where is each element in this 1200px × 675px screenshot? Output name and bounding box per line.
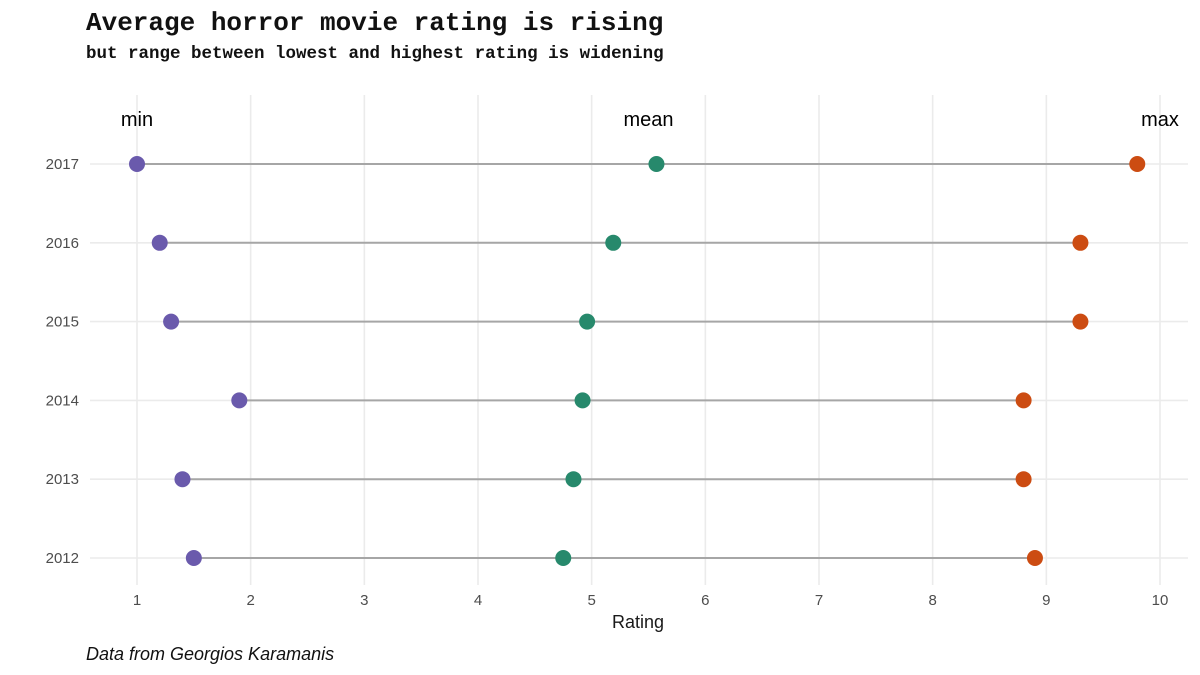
y-tick-label-2014: 2014: [46, 392, 79, 409]
x-tick-label-1: 1: [133, 592, 141, 609]
min-point-2017: [129, 156, 145, 172]
max-point-2014: [1015, 392, 1032, 409]
max-point-2016: [1072, 234, 1089, 251]
max-point-2015: [1072, 313, 1089, 330]
mean-point-2017: [648, 156, 665, 172]
max-point-2012: [1026, 550, 1043, 566]
min-point-2013: [174, 471, 191, 488]
min-point-2015: [163, 313, 180, 330]
mean-point-2015: [579, 313, 596, 330]
y-tick-label-2016: 2016: [46, 235, 79, 252]
x-tick-label-7: 7: [815, 592, 823, 609]
mean-point-2016: [605, 234, 622, 251]
mean-point-2014: [574, 392, 591, 409]
x-tick-label-8: 8: [928, 592, 936, 609]
max-point-2013: [1015, 471, 1032, 488]
y-tick-label-2015: 2015: [46, 314, 79, 331]
y-tick-label-2017: 2017: [46, 156, 79, 173]
min-point-2014: [231, 392, 248, 409]
x-axis-title: Rating: [612, 612, 664, 632]
x-tick-label-9: 9: [1042, 592, 1050, 609]
x-tick-label-4: 4: [474, 592, 482, 609]
grid-layer: [90, 95, 1188, 585]
x-tick-label-10: 10: [1152, 592, 1169, 609]
column-label-max: max: [1141, 109, 1179, 131]
min-point-2012: [185, 550, 202, 566]
mean-point-2012: [555, 550, 572, 566]
point-layer: [129, 156, 1146, 566]
x-tick-label-5: 5: [587, 592, 595, 609]
column-label-min: min: [121, 109, 153, 131]
y-tick-label-2013: 2013: [46, 471, 79, 488]
max-point-2017: [1129, 156, 1146, 172]
mean-point-2013: [565, 471, 582, 488]
x-tick-label-2: 2: [246, 592, 254, 609]
x-tick-label-3: 3: [360, 592, 368, 609]
chart-title: Average horror movie rating is rising: [86, 8, 663, 38]
x-tick-label-6: 6: [701, 592, 709, 609]
label-layer: 1 2 3 4 5 6 7 8 9 10 2012 2013 2014 2015 2016 2017 min me…: [46, 109, 1179, 609]
min-point-2016: [151, 234, 168, 251]
column-label-mean: mean: [623, 109, 673, 131]
chart-caption: Data from Georgios Karamanis: [86, 644, 334, 664]
y-tick-label-2012: 2012: [46, 550, 79, 567]
segment-layer: [137, 163, 1138, 559]
chart-subtitle: but range between lowest and highest rat…: [86, 44, 664, 64]
